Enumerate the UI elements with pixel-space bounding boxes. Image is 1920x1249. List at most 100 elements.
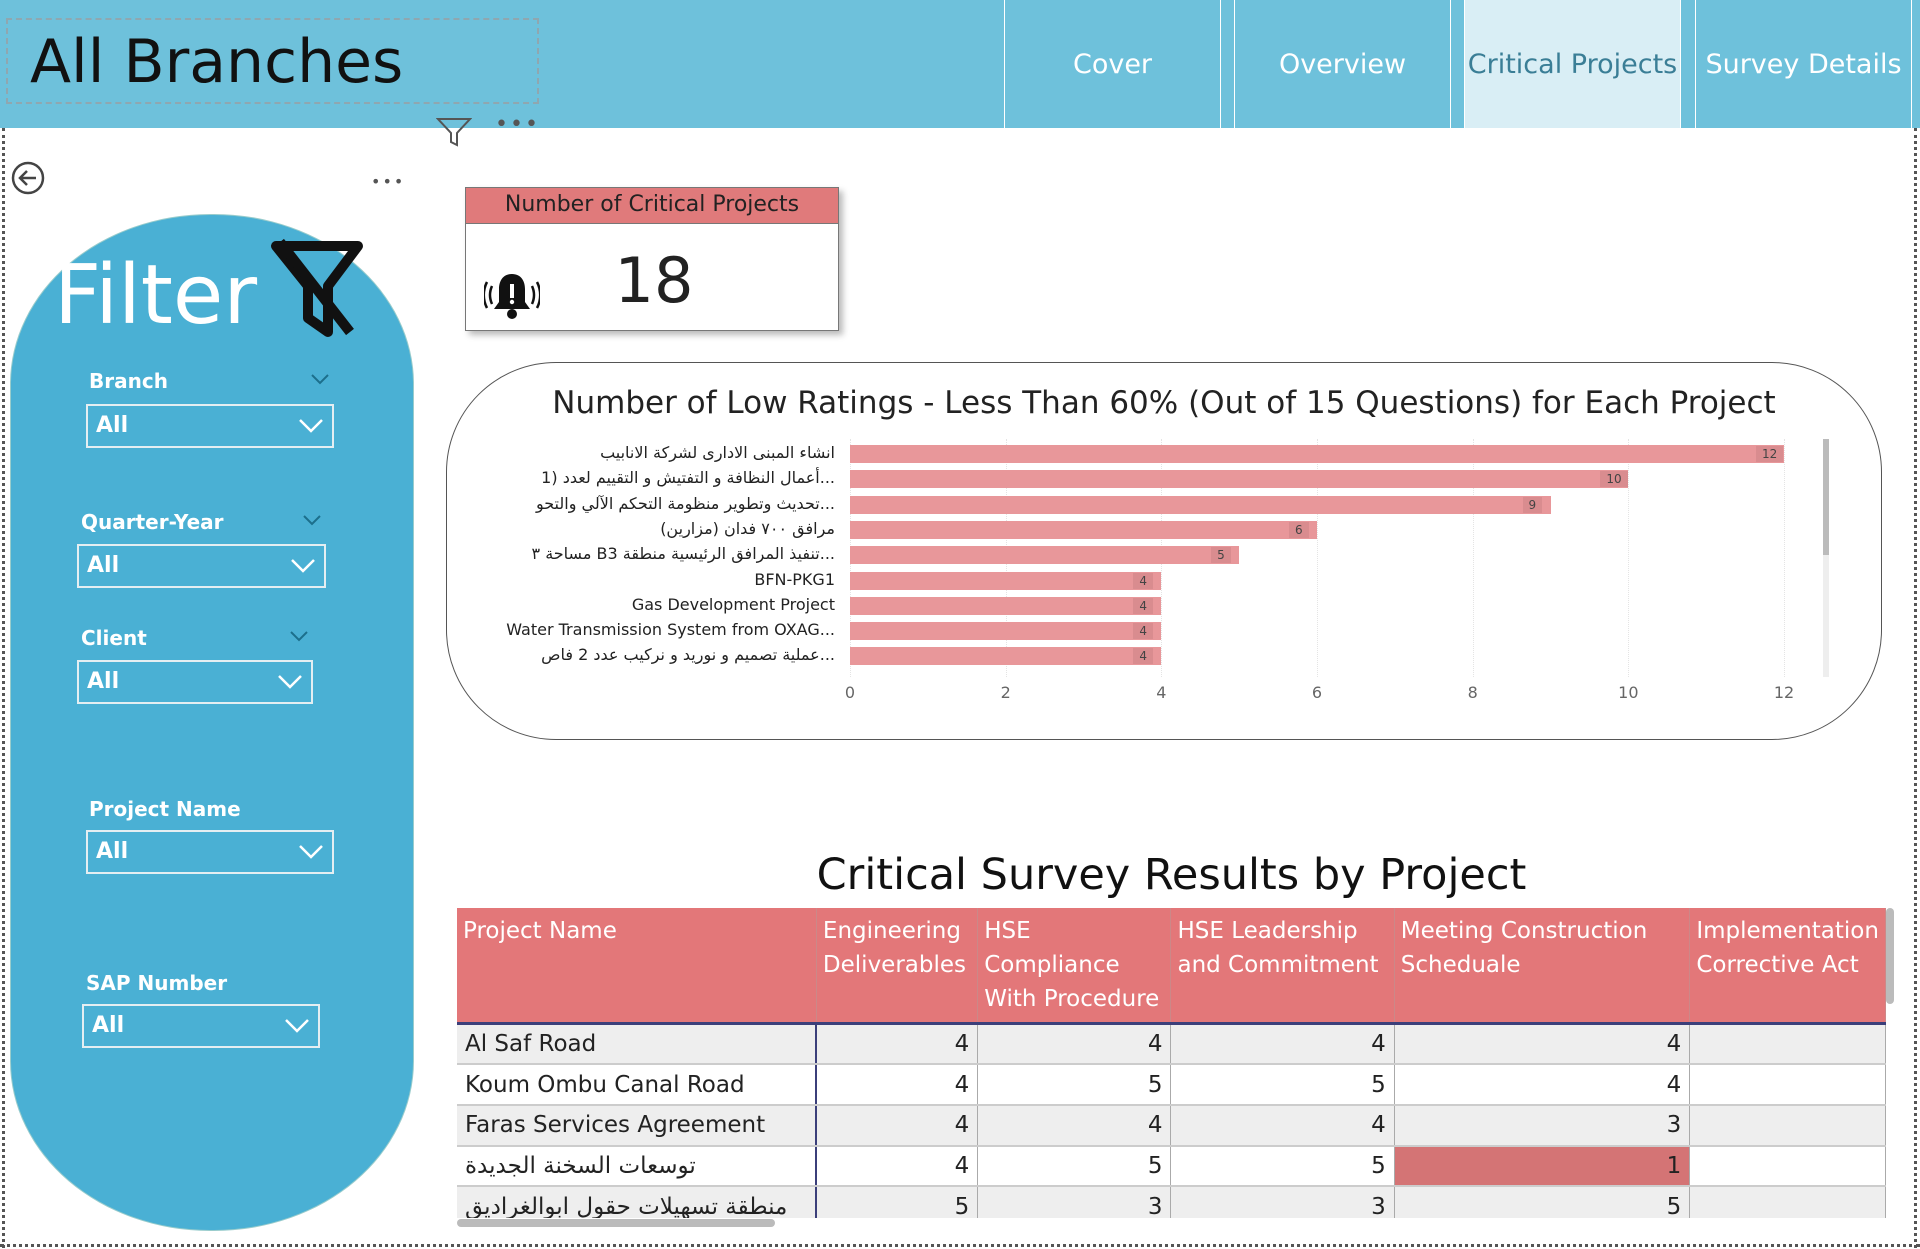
- table-cell: [1689, 1145, 1886, 1188]
- bar[interactable]: [850, 495, 1551, 514]
- table-cell: Al Saf Road: [457, 1023, 818, 1066]
- table-cell: توسعات السخنة الجديدة: [457, 1145, 818, 1188]
- bar-category-label: مساحة ٣ B3 تنفيذ المرافق الرئيسية منطقة.…: [531, 544, 835, 564]
- kpi-card: Number of Critical Projects 18: [465, 187, 839, 331]
- x-tick-label: 10: [1618, 683, 1639, 702]
- dropdown-value: All: [92, 1013, 125, 1038]
- table-cell: منطقة تسهيلات حقول ابوالغراديق: [457, 1186, 818, 1218]
- more-options-icon[interactable]: •••: [371, 172, 406, 191]
- filter-icon[interactable]: [436, 116, 472, 148]
- filter-label: Quarter-Year: [81, 510, 224, 534]
- table-title: Critical Survey Results by Project: [816, 850, 1527, 900]
- bar-data-label: 4: [1133, 572, 1153, 589]
- table-row[interactable]: Faras Services Agreement 4 4 4 3: [457, 1104, 1886, 1147]
- table-cell: 4: [1170, 1023, 1395, 1066]
- bar-category-label: عملية تصميم و نوريد و نركيب عدد 2 فاص...: [541, 645, 835, 665]
- bar-category-label: مرافق ٧٠٠ فدان (مزارين): [660, 518, 835, 538]
- collapse-chevron-icon[interactable]: [302, 514, 322, 526]
- table-cell: 4: [1394, 1064, 1691, 1106]
- table-cell: Faras Services Agreement: [457, 1104, 818, 1147]
- kpi-title: Number of Critical Projects: [466, 188, 838, 224]
- low-ratings-chart: Number of Low Ratings - Less Than 60% (O…: [446, 362, 1882, 740]
- filter-dropdown[interactable]: All: [77, 544, 326, 588]
- table-cell: 1: [1394, 1145, 1691, 1188]
- column-header[interactable]: HSE Compliance With Procedure: [977, 908, 1172, 1025]
- table-row[interactable]: Al Saf Road 4 4 4 4: [457, 1023, 1886, 1066]
- filter-title: Filter: [54, 248, 258, 343]
- dropdown-value: All: [96, 413, 129, 438]
- bar-data-label: 5: [1211, 547, 1231, 564]
- gridline: [1317, 439, 1318, 677]
- bar[interactable]: [850, 622, 1162, 641]
- table-cell: 5: [977, 1145, 1172, 1188]
- chevron-down-icon: [285, 1019, 309, 1033]
- x-tick-label: 4: [1156, 683, 1167, 702]
- bar-category-label: BFN-PKG1: [754, 569, 835, 589]
- more-options-icon[interactable]: •••: [495, 112, 540, 137]
- column-header[interactable]: HSE Leadership and Commitment: [1170, 908, 1395, 1025]
- table-cell: 4: [977, 1023, 1172, 1066]
- dropdown-value: All: [96, 839, 129, 864]
- page-border: [2, 128, 5, 1248]
- bar[interactable]: [850, 470, 1629, 489]
- bar[interactable]: [850, 596, 1162, 615]
- bar-category-label: Water Transmission System from OXAG...: [506, 620, 835, 640]
- x-tick-label: 12: [1773, 683, 1795, 702]
- column-header[interactable]: Implementation Corrective Act: [1689, 908, 1886, 1025]
- bar[interactable]: [850, 571, 1162, 590]
- bar[interactable]: [850, 546, 1240, 565]
- column-header[interactable]: Engineering Deliverables: [816, 908, 979, 1025]
- tab-critical-projects[interactable]: Critical Projects: [1464, 0, 1681, 128]
- chevron-down-icon: [299, 845, 323, 859]
- table-row[interactable]: Koum Ombu Canal Road 4 5 5 4: [457, 1064, 1886, 1106]
- back-arrow-icon[interactable]: [10, 160, 46, 196]
- chart-scrollbar[interactable]: [1823, 439, 1829, 677]
- table-cell: 4: [816, 1145, 979, 1188]
- bar-data-label: 6: [1289, 521, 1309, 538]
- table-cell: 3: [977, 1186, 1172, 1218]
- survey-table-viewport: Project Name Engineering Deliverables HSE …: [457, 908, 1886, 1218]
- column-header[interactable]: Project Name: [457, 908, 817, 1025]
- page-border: [1914, 128, 1917, 1248]
- bar-data-label: 4: [1133, 597, 1153, 614]
- dropdown-value: All: [87, 553, 120, 578]
- table-cell: 4: [1394, 1023, 1691, 1066]
- clear-filter-icon[interactable]: [270, 238, 364, 342]
- column-header[interactable]: Meeting Construction Scheduale: [1394, 908, 1691, 1025]
- bar-data-label: 9: [1522, 496, 1543, 513]
- collapse-chevron-icon[interactable]: [289, 630, 309, 642]
- table-cell: [1689, 1104, 1886, 1147]
- table-row[interactable]: توسعات السخنة الجديدة 4 5 5 1: [457, 1145, 1886, 1188]
- tab-overview[interactable]: Overview: [1234, 0, 1451, 128]
- table-cell: [1689, 1064, 1886, 1106]
- filter-dropdown[interactable]: All: [82, 1004, 320, 1048]
- bar[interactable]: [850, 445, 1784, 463]
- table-horizontal-scrollbar[interactable]: [457, 1219, 775, 1227]
- filter-dropdown[interactable]: All: [86, 830, 334, 874]
- x-tick-label: 8: [1467, 683, 1478, 702]
- collapse-chevron-icon[interactable]: [310, 373, 330, 385]
- bar-category-label: Gas Development Project: [631, 594, 835, 614]
- bar-category-label: تحديث وتطوير منظومة التحكم الآلي والتحو.…: [535, 493, 835, 513]
- filter-label: SAP Number: [86, 971, 228, 995]
- x-tick-label: 0: [844, 683, 856, 702]
- tab-cover[interactable]: Cover: [1004, 0, 1221, 128]
- table-cell: 3: [1170, 1186, 1395, 1218]
- chart-title: Number of Low Ratings - Less Than 60% (O…: [552, 385, 1776, 421]
- x-tick-label: 2: [1000, 683, 1011, 702]
- bar[interactable]: [850, 520, 1317, 539]
- filter-dropdown[interactable]: All: [77, 660, 313, 704]
- bar[interactable]: [850, 647, 1162, 666]
- filter-label: Branch: [89, 369, 168, 393]
- table-vertical-scrollbar[interactable]: [1886, 908, 1894, 1004]
- alarm-bell-icon: [484, 274, 540, 319]
- table-header-row: Project Name Engineering Deliverables HSE …: [457, 908, 1886, 1025]
- gridline: [1628, 439, 1630, 677]
- bar-category-label: أعمال النظافة و التفتيش و التقييم لعدد (…: [541, 468, 835, 488]
- page-title[interactable]: All Branches: [6, 18, 539, 104]
- tab-survey-details[interactable]: Survey Details: [1695, 0, 1912, 128]
- table-row[interactable]: منطقة تسهيلات حقول ابوالغراديق 5 3 3 5: [457, 1186, 1886, 1218]
- filter-dropdown[interactable]: All: [86, 404, 334, 448]
- bar-data-label: 4: [1133, 648, 1153, 665]
- table-cell: 5: [1170, 1145, 1395, 1188]
